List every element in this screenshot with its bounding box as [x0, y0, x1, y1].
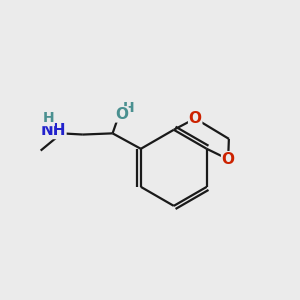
Text: H: H: [123, 101, 135, 116]
Text: O: O: [115, 107, 128, 122]
Text: H: H: [43, 112, 54, 125]
Text: O: O: [222, 152, 235, 167]
Text: NH: NH: [40, 124, 66, 139]
Text: O: O: [189, 111, 202, 126]
